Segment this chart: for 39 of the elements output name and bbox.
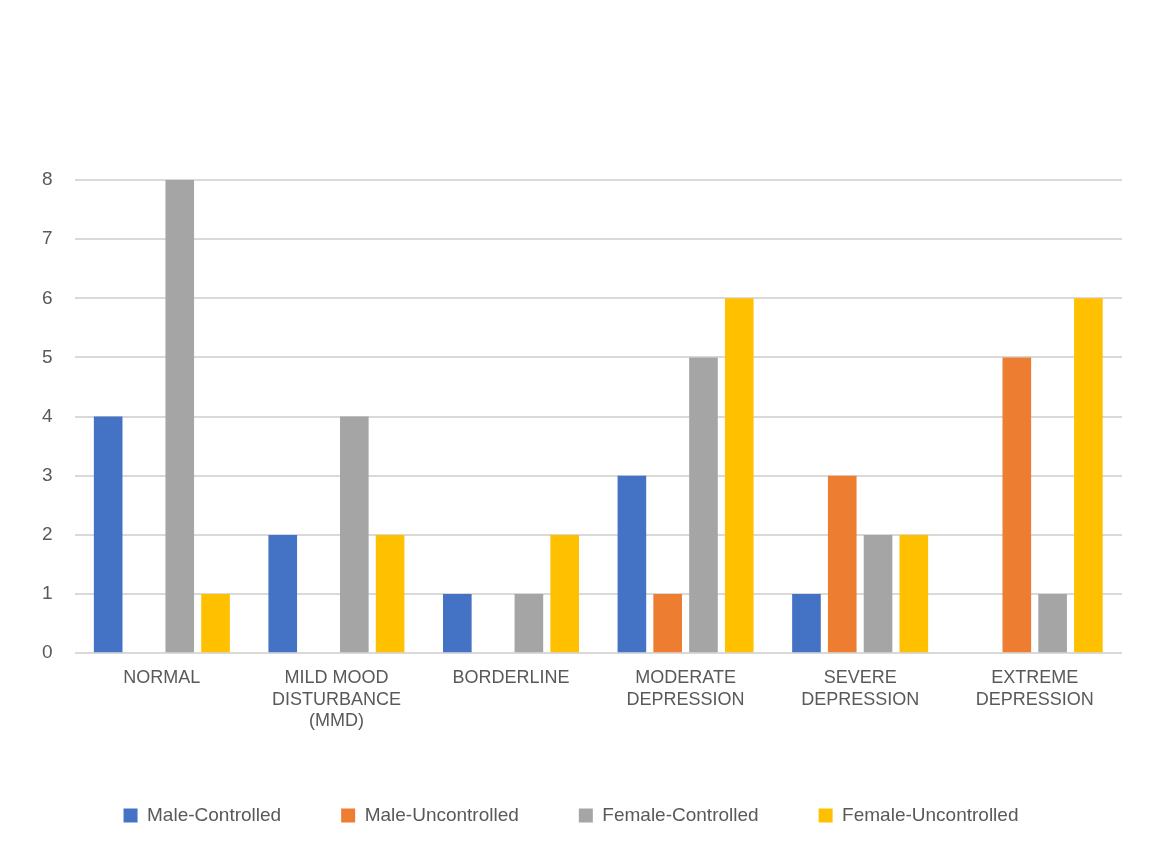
bar (443, 594, 472, 653)
bar (724, 298, 754, 653)
y-tick-label: 2 (41, 523, 53, 545)
bar (1074, 298, 1103, 653)
y-tick-label: 6 (41, 286, 53, 308)
bar (165, 180, 195, 653)
legend-label: Male-Controlled (147, 803, 282, 825)
y-tick-label: 1 (41, 582, 53, 604)
x-tick-label: SEVERE DEPRESSION (801, 666, 920, 709)
bar (792, 594, 821, 653)
x-tick-label: BORDERLINE (452, 666, 570, 687)
x-tick-label: MILD MOOD DISTURBANCE (MMD) (271, 666, 401, 731)
y-tick-label: 4 (41, 404, 53, 426)
bar (899, 534, 929, 653)
legend-label: Female-Controlled (602, 803, 759, 825)
bar (617, 475, 647, 653)
bar (268, 534, 298, 653)
x-tick-label: NORMAL (123, 666, 201, 687)
y-tick-label: 5 (41, 345, 53, 367)
x-tick-label: EXTREME DEPRESSION (975, 666, 1094, 709)
bar (340, 416, 369, 653)
bar (653, 594, 682, 653)
bar (375, 534, 405, 653)
y-tick-label: 7 (41, 227, 53, 249)
bar (514, 594, 544, 653)
bar (550, 534, 579, 653)
bar (1038, 594, 1067, 653)
bar (689, 357, 718, 653)
legend-label: Male-Uncontrolled (364, 803, 519, 825)
y-tick-label: 3 (41, 463, 53, 485)
x-tick-label: MODERATE DEPRESSION (626, 666, 745, 709)
y-tick-label: 0 (41, 641, 53, 663)
bar (201, 594, 230, 653)
bar (863, 534, 893, 653)
y-tick-label: 8 (41, 168, 53, 190)
bar (827, 475, 857, 653)
bar (93, 416, 123, 653)
bar (1002, 357, 1032, 653)
legend-label: Female-Uncontrolled (842, 803, 1019, 825)
